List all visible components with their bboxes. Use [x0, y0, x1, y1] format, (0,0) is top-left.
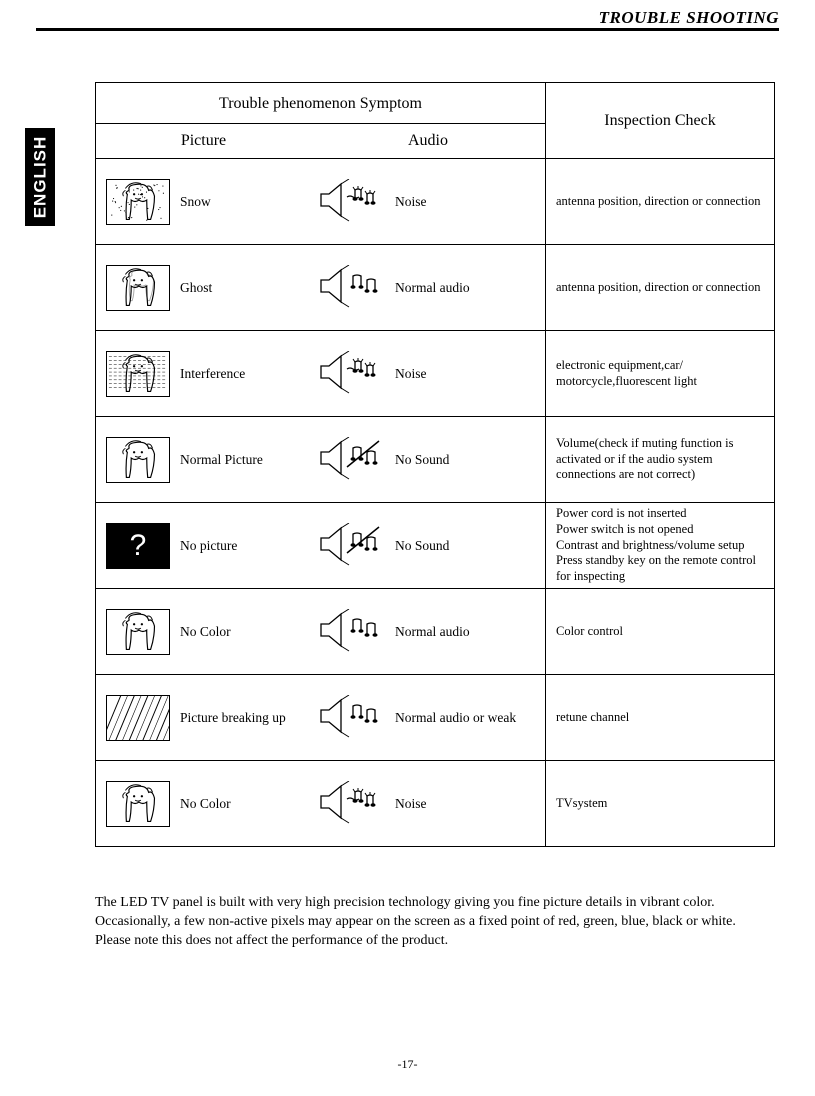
audio-label: Normal audio or weak — [395, 710, 516, 726]
audio-icon — [317, 695, 387, 741]
audio-icon — [317, 179, 387, 225]
page-number: -17- — [0, 1057, 815, 1072]
table-row: Picture breaking up Normal audio or weak… — [96, 674, 774, 760]
picture-icon — [106, 781, 170, 827]
audio-icon — [317, 265, 387, 311]
section-title: TROUBLE SHOOTING — [599, 8, 779, 28]
audio-icon — [317, 523, 387, 569]
header-symptom: Trouble phenomenon Symptom — [96, 83, 545, 124]
language-tab: ENGLISH — [25, 128, 55, 226]
audio-label: Noise — [395, 366, 427, 382]
table-row: ? No picture No Sound Power cord is not in… — [96, 502, 774, 588]
picture-icon — [106, 265, 170, 311]
picture-label: No Color — [180, 796, 231, 812]
audio-icon — [317, 609, 387, 655]
header-rule — [36, 28, 779, 31]
picture-icon — [106, 437, 170, 483]
picture-label: No picture — [180, 538, 237, 554]
table-header: Trouble phenomenon Symptom Picture Audio… — [96, 83, 774, 158]
picture-icon: ? — [106, 523, 170, 569]
table-row: Snow Noise antenna position, direction or… — [96, 158, 774, 244]
table-row: Ghost Normal audio antenna position, dire… — [96, 244, 774, 330]
table-row: No Color Noise TVsystem — [96, 760, 774, 846]
inspection-text: Color control — [546, 589, 774, 674]
header-audio: Audio — [311, 124, 545, 158]
language-label: ENGLISH — [30, 136, 50, 219]
picture-icon — [106, 351, 170, 397]
table-row: Interference Noise electronic equipment,c… — [96, 330, 774, 416]
audio-label: Noise — [395, 796, 427, 812]
inspection-text: Volume(check if muting function is activ… — [546, 417, 774, 502]
picture-label: Snow — [180, 194, 211, 210]
header-inspection: Inspection Check — [546, 83, 774, 158]
picture-label: Normal Picture — [180, 452, 263, 468]
footnote-text: The LED TV panel is built with very high… — [95, 894, 775, 951]
inspection-text: antenna position, direction or connectio… — [546, 159, 774, 244]
picture-label: No Color — [180, 624, 231, 640]
picture-icon — [106, 695, 170, 741]
picture-icon — [106, 179, 170, 225]
audio-label: Normal audio — [395, 280, 470, 296]
inspection-text: antenna position, direction or connectio… — [546, 245, 774, 330]
picture-label: Picture breaking up — [180, 710, 286, 726]
table-row: Normal Picture No Sound Volume(check if m… — [96, 416, 774, 502]
header-picture: Picture — [96, 124, 311, 158]
inspection-text: TVsystem — [546, 761, 774, 846]
audio-label: No Sound — [395, 538, 449, 554]
audio-label: Noise — [395, 194, 427, 210]
table-row: No Color Normal audio Color control — [96, 588, 774, 674]
picture-label: Ghost — [180, 280, 212, 296]
inspection-text: retune channel — [546, 675, 774, 760]
inspection-text: Power cord is not inserted Power switch … — [546, 503, 774, 588]
audio-icon — [317, 437, 387, 483]
audio-icon — [317, 351, 387, 397]
picture-icon — [106, 609, 170, 655]
audio-label: Normal audio — [395, 624, 470, 640]
audio-icon — [317, 781, 387, 827]
picture-label: Interference — [180, 366, 245, 382]
audio-label: No Sound — [395, 452, 449, 468]
troubleshoot-table: Trouble phenomenon Symptom Picture Audio… — [95, 82, 775, 847]
inspection-text: electronic equipment,car/ motorcycle,flu… — [546, 331, 774, 416]
